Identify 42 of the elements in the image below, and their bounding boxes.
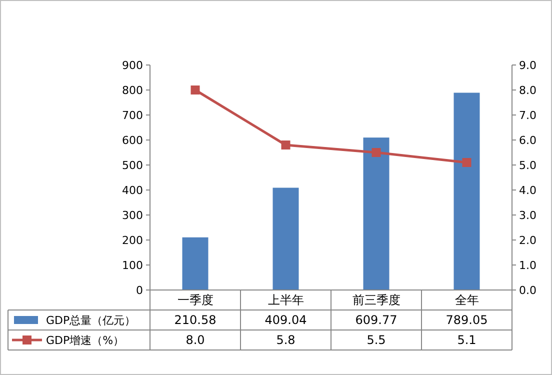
y-tick-label: 400	[122, 184, 143, 197]
y2-tick-label: 1.0	[519, 259, 536, 272]
y-tick-label: 0	[136, 284, 143, 297]
point	[190, 86, 200, 94]
legend-label: GDP增速（%）	[46, 334, 124, 347]
point	[372, 148, 381, 157]
y-tick-label: 800	[122, 84, 143, 97]
y2-tick-label: 4.0	[519, 184, 536, 197]
y-tick-label: 700	[122, 109, 143, 122]
point	[462, 158, 472, 167]
x-tick-label: 一季度	[177, 293, 214, 307]
data-label: 609.77	[355, 313, 398, 327]
y2-tick-label: 5.0	[519, 159, 536, 172]
point	[281, 140, 290, 150]
x-tick-label: 前三季度	[352, 293, 400, 307]
y-tick-label: 200	[122, 234, 143, 247]
bar	[363, 138, 390, 290]
x-tick-label: 全年	[454, 293, 479, 307]
bar	[272, 188, 299, 290]
legend-label: GDP总量（亿元）	[46, 314, 136, 327]
y2-tick-label: 6.0	[519, 134, 536, 147]
data-label: 789.05	[446, 313, 488, 327]
y2-tick-label: 8.0	[519, 84, 536, 97]
y2-tick-label: 3.0	[519, 209, 536, 222]
y2-tick-label: 2.0	[519, 234, 536, 247]
y-tick-label: 600	[122, 134, 143, 147]
data-label: 5.8	[276, 333, 296, 347]
data-label: 8.0	[186, 333, 205, 347]
y-tick-label: 900	[122, 59, 143, 72]
y2-tick-label: 7.0	[519, 109, 536, 122]
bar	[454, 92, 480, 290]
y2-tick-label: 9.0	[519, 59, 536, 72]
bar	[182, 237, 208, 290]
x-tick-label: 上半年	[268, 293, 304, 307]
data-label: 409.04	[264, 313, 307, 327]
y-tick-label: 300	[122, 209, 143, 222]
y2-tick-label: 0.0	[519, 284, 536, 297]
data-label: 210.58	[174, 313, 216, 327]
y-tick-label: 100	[122, 259, 143, 272]
data-label: 5.5	[366, 333, 386, 347]
y-tick-label: 500	[122, 159, 143, 172]
data-label: 5.1	[457, 333, 476, 347]
